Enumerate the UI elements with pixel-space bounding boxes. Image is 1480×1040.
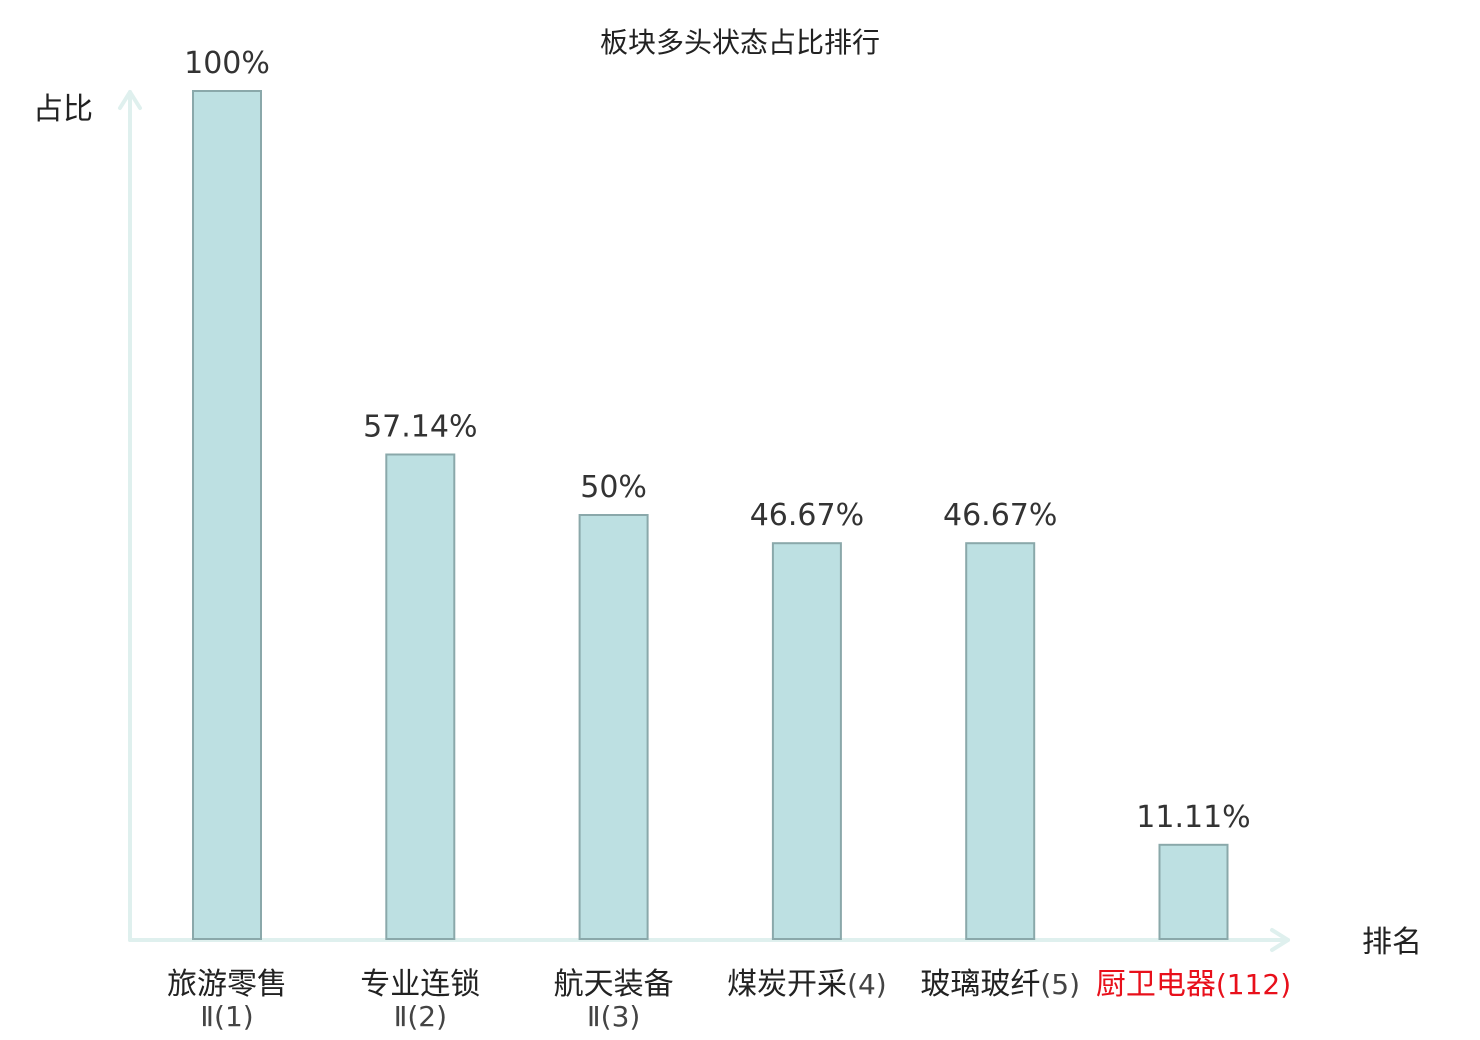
category-rank-6: (112) xyxy=(1216,968,1291,1001)
category-label-5: 玻璃玻纤(5) xyxy=(920,967,1080,1002)
value-label-5: 46.67% xyxy=(943,498,1057,533)
category-label-4: 煤炭开采(4) xyxy=(727,967,887,1002)
category-name-5: 玻璃玻纤 xyxy=(920,967,1040,1002)
category-rank-3: Ⅱ(3) xyxy=(587,1000,640,1033)
category-rank-1: Ⅱ(1) xyxy=(200,1000,253,1033)
bar-1 xyxy=(192,90,262,940)
category-label-6: 厨卫电器(112) xyxy=(1096,967,1291,1002)
category-label-1: 旅游零售 xyxy=(167,967,287,1002)
chart-title: 板块多头状态占比排行 xyxy=(600,26,880,59)
y-axis xyxy=(118,90,142,942)
value-labels-group: 100% 57.14% 50% 46.67% 46.67% 11.11% xyxy=(184,46,1251,835)
value-label-6: 11.11% xyxy=(1136,800,1250,835)
value-label-3: 50% xyxy=(580,470,647,505)
bar-3 xyxy=(578,514,649,940)
category-name-4: 煤炭开采 xyxy=(727,967,847,1002)
category-label-2: 专业连锁 xyxy=(360,967,480,1002)
value-label-1: 100% xyxy=(184,46,270,81)
bar-4 xyxy=(771,542,842,940)
category-label-3: 航天装备 xyxy=(554,967,674,1002)
x-axis xyxy=(128,928,1290,952)
bars-group xyxy=(192,90,1229,940)
category-rank-2: Ⅱ(2) xyxy=(394,1000,447,1033)
bar-6 xyxy=(1158,843,1229,940)
category-name-6: 厨卫电器 xyxy=(1096,967,1216,1002)
bar-2 xyxy=(385,453,456,940)
value-label-2: 57.14% xyxy=(363,410,477,445)
x-axis-label: 排名 xyxy=(1362,925,1422,960)
bar-5 xyxy=(965,542,1036,940)
y-axis-label: 占比 xyxy=(33,92,93,127)
value-label-4: 46.67% xyxy=(750,498,864,533)
category-rank-5: (5) xyxy=(1040,968,1080,1001)
category-rank-4: (4) xyxy=(847,968,887,1001)
